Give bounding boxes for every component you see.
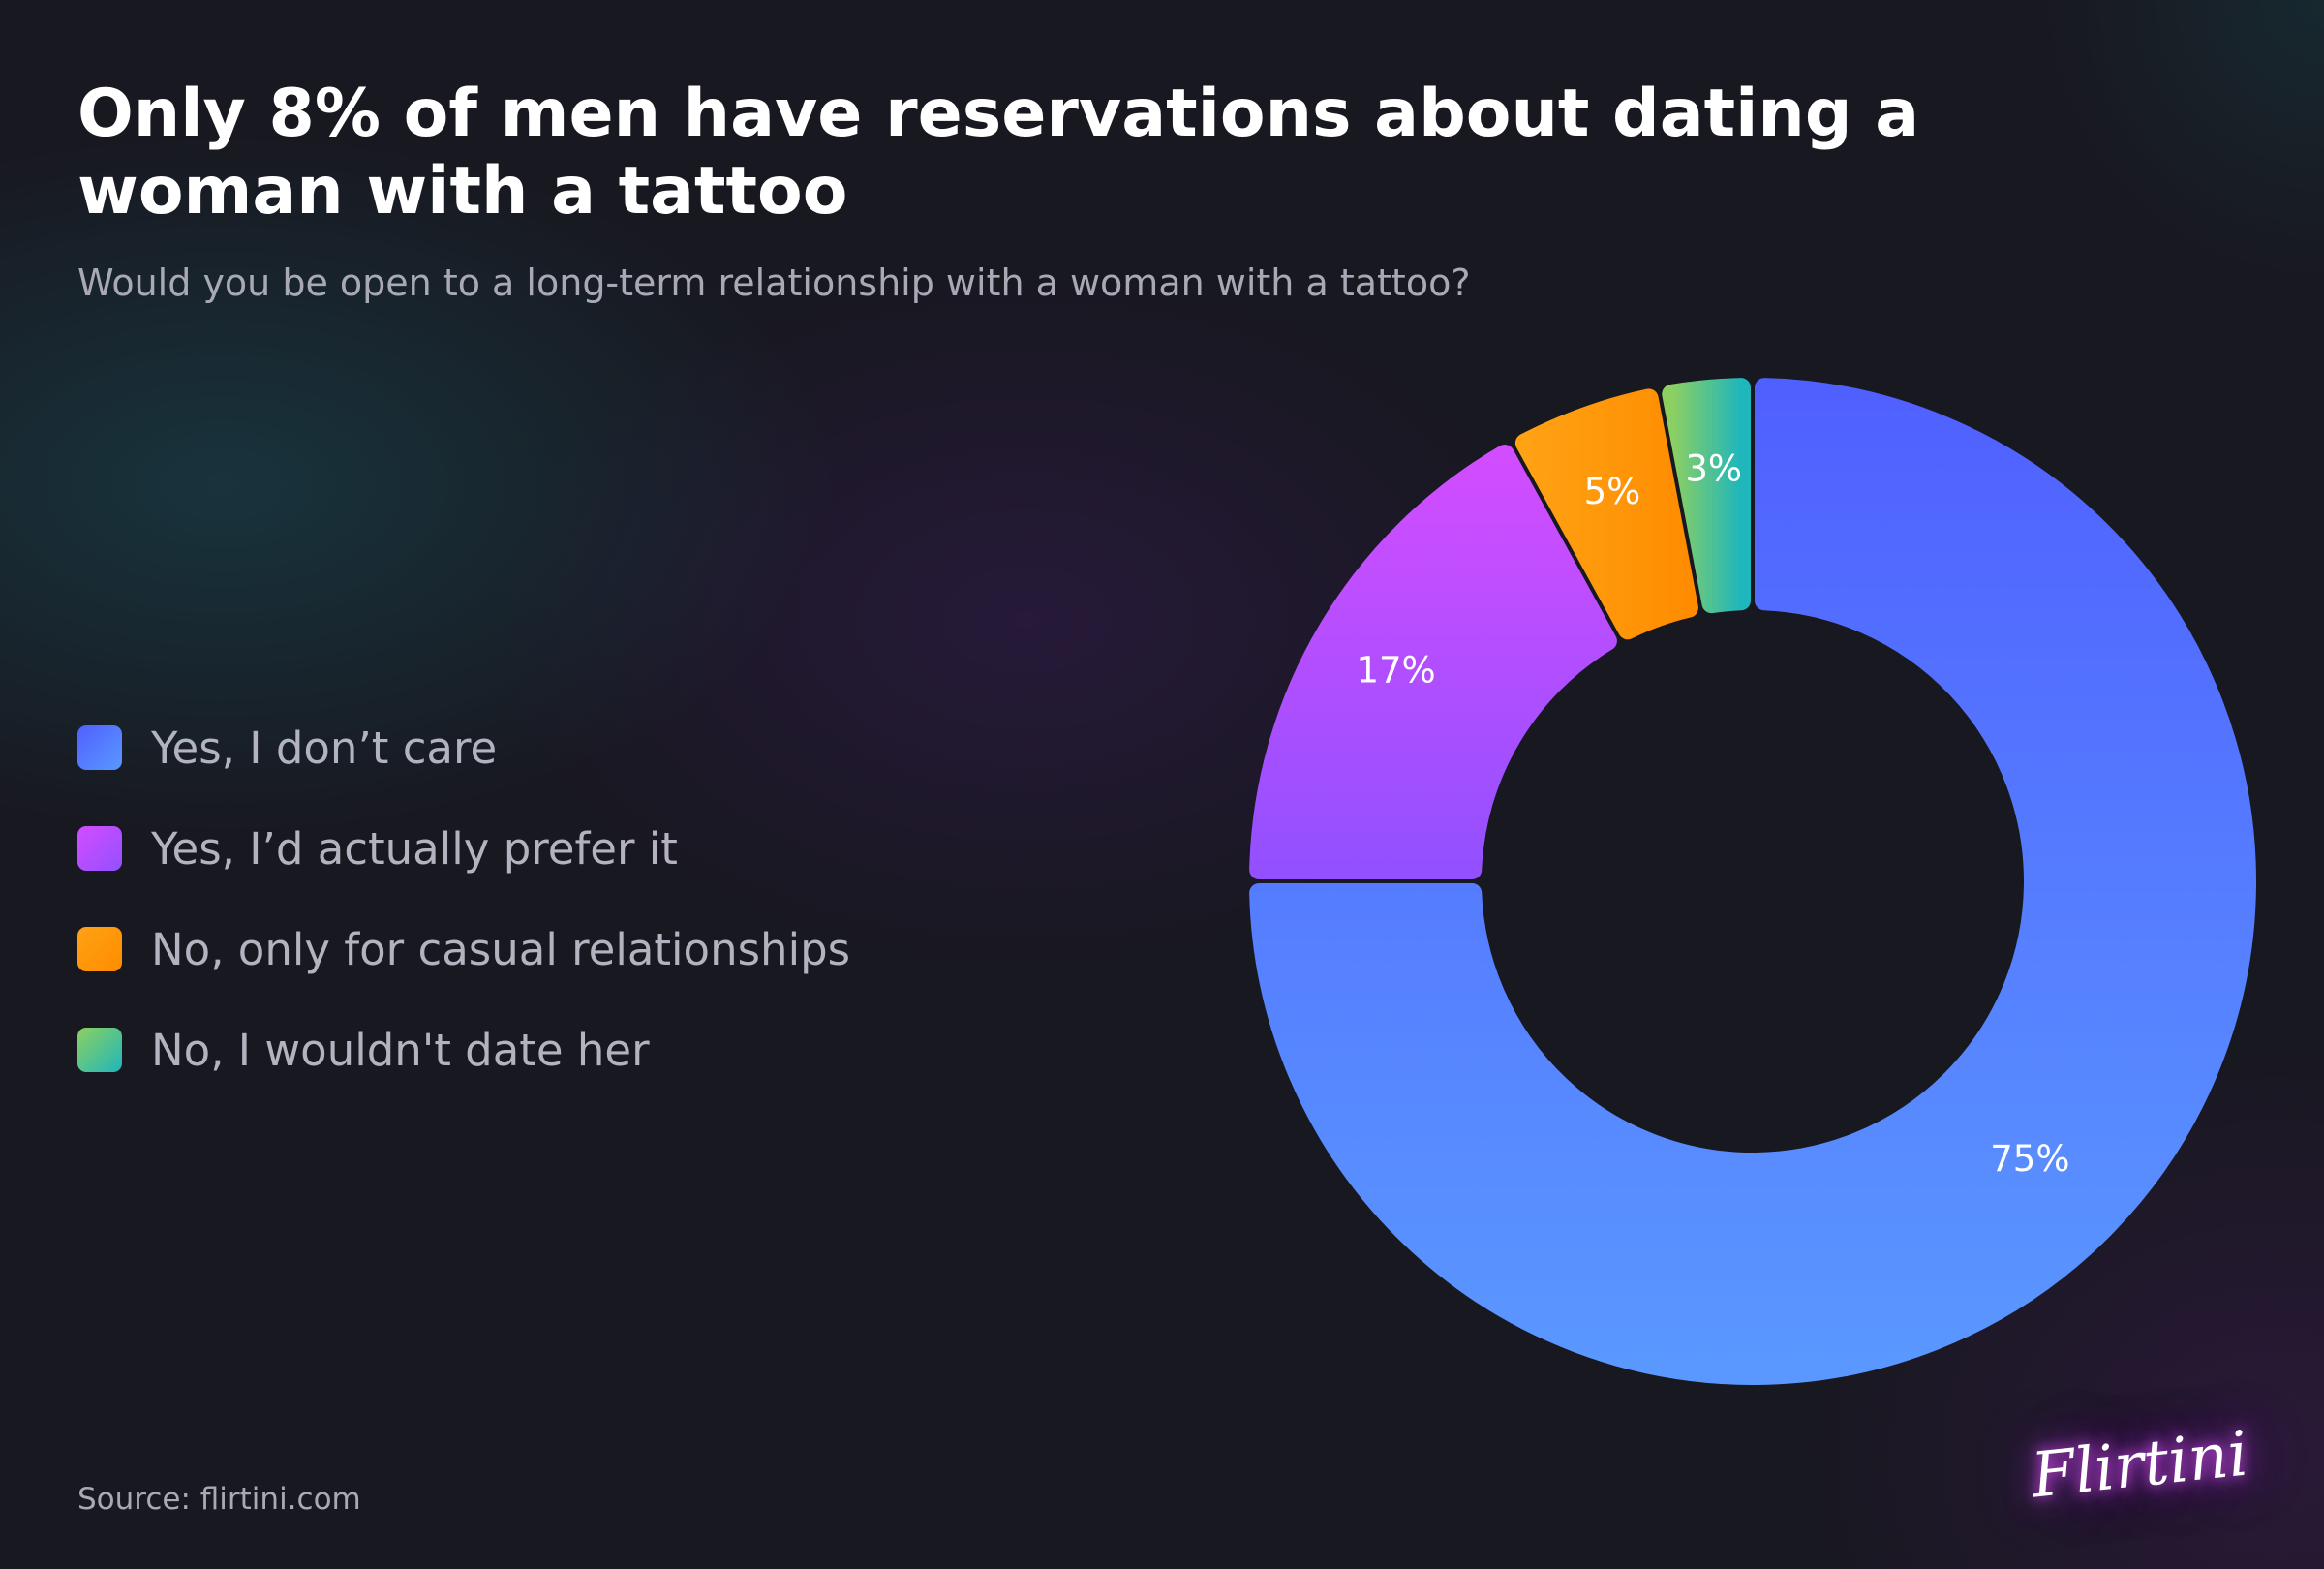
donut-slices: [1249, 378, 2256, 1385]
legend-label: No, only for casual relationships: [151, 923, 851, 975]
legend-label: No, I wouldn't date her: [151, 1024, 650, 1076]
legend-label: Yes, I don’t care: [151, 722, 498, 774]
slice-label-no-casual: 5%: [1584, 471, 1641, 512]
legend-label: Yes, I’d actually prefer it: [151, 822, 678, 875]
donut-slice-yes-dont-care: [1249, 378, 2256, 1385]
slice-label-yes-prefer: 17%: [1356, 650, 1435, 692]
donut-slice-no-casual: [1514, 388, 1698, 640]
legend-item-yes-prefer: Yes, I’d actually prefer it: [77, 798, 850, 899]
legend-swatch: [77, 826, 122, 871]
chart-legend: Yes, I don’t care Yes, I’d actually pref…: [77, 697, 850, 1100]
legend-item-no-casual: No, only for casual relationships: [77, 899, 850, 1000]
legend-item-yes-dont-care: Yes, I don’t care: [77, 697, 850, 798]
source-note: Source: flirtini.com: [77, 1482, 361, 1517]
slice-label-yes-dont-care: 75%: [1990, 1138, 2069, 1180]
legend-item-no-wouldnt-date: No, I wouldn't date her: [77, 1000, 850, 1100]
slice-label-no-wouldnt-date: 3%: [1685, 447, 1742, 489]
donut-slice-yes-prefer: [1249, 444, 1617, 879]
legend-swatch: [77, 927, 122, 971]
donut-slice-labels: 75% 17% 5% 3%: [1356, 447, 2069, 1180]
donut-slice-no-wouldnt-date: [1662, 378, 1751, 614]
legend-swatch: [77, 1028, 122, 1072]
legend-swatch: [77, 725, 122, 770]
chart-title: Only 8% of men have reservations about d…: [77, 76, 1920, 230]
chart-subtitle: Would you be open to a long-term relatio…: [77, 262, 1471, 304]
